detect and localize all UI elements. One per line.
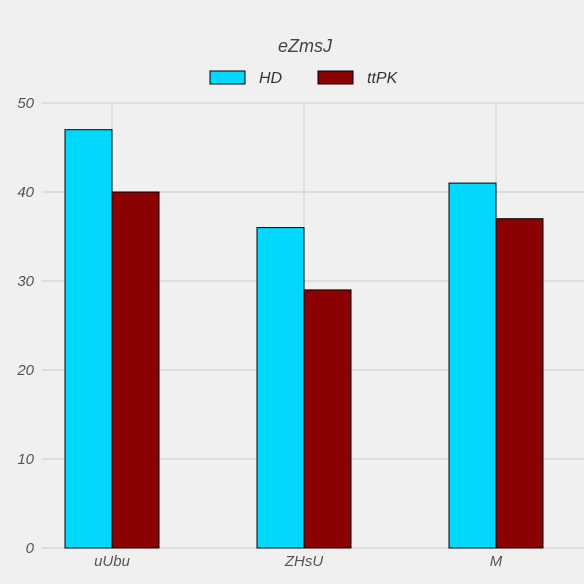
legend-label-ttPK: ttPK (367, 70, 399, 87)
y-tick-label: 0 (26, 540, 35, 557)
y-tick-label: 30 (17, 273, 34, 290)
bar-ttPK-ZHsU (303, 289, 352, 549)
y-tick-label: 20 (16, 362, 34, 379)
x-axis-ticks: uUbu ZHsU M (94, 553, 503, 570)
bar-HD-ZHsU (256, 227, 305, 549)
y-tick-label: 10 (17, 451, 34, 468)
bar-HD-uUbu (64, 129, 113, 549)
legend-swatch-HD (209, 70, 246, 85)
legend: HD ttPK (209, 70, 399, 87)
x-tick-label: ZHsU (284, 553, 323, 570)
x-tick-label: uUbu (94, 553, 131, 570)
bars (64, 129, 544, 549)
y-axis-ticks: 0 10 20 30 40 50 (16, 95, 34, 557)
x-tick-label: M (490, 553, 503, 570)
bar-ttPK-uUbu (111, 191, 160, 549)
y-tick-label: 40 (17, 184, 34, 201)
legend-swatch-ttPK (317, 70, 354, 85)
bar-HD-M (448, 182, 497, 549)
chart-title: eZmsJ (278, 36, 333, 56)
bar-ttPK-M (495, 218, 544, 549)
legend-label-HD: HD (259, 70, 283, 87)
y-tick-label: 50 (17, 95, 34, 112)
